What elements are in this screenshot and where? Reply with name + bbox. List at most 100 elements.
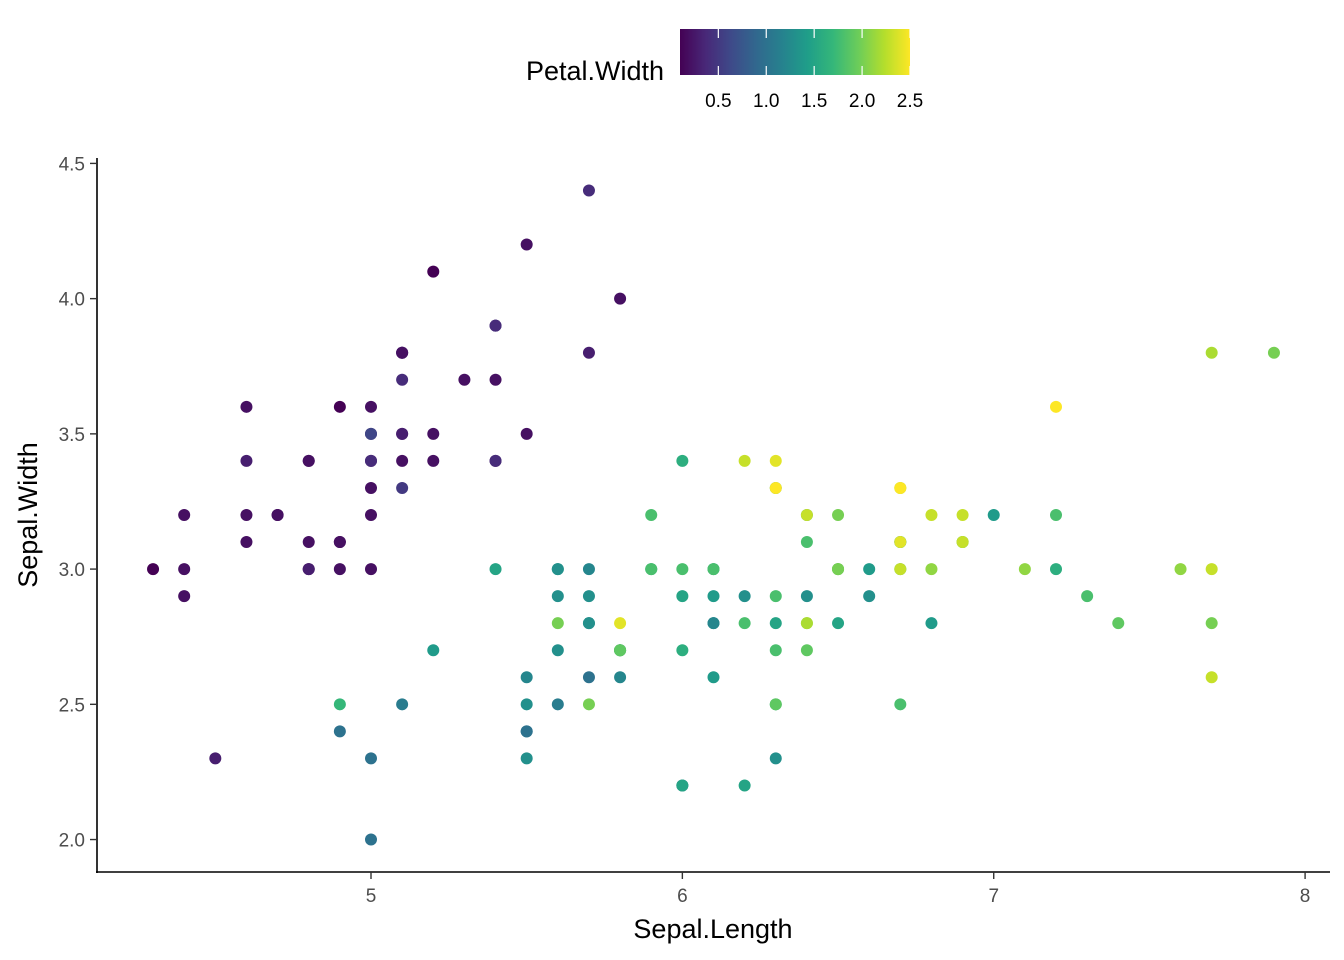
y-axis-ticks: 2.0 2.5 3.0 3.5 4.0 4.5 [59, 154, 97, 852]
data-point [396, 346, 409, 359]
data-point [614, 617, 627, 630]
data-point [863, 563, 876, 576]
data-point [333, 563, 346, 576]
data-point [1205, 563, 1218, 576]
data-point [800, 509, 813, 521]
data-point [769, 698, 782, 711]
y-axis-title: Sepal.Width [13, 442, 43, 588]
data-point [894, 563, 907, 576]
data-point [925, 509, 938, 521]
data-point [396, 427, 409, 440]
data-point [1174, 563, 1187, 576]
data-point [1267, 346, 1280, 359]
data-point [769, 590, 782, 603]
axes: 5 6 7 8 2.0 2.5 3.0 3.5 4.0 4.5 [59, 154, 1330, 907]
data-point [707, 671, 720, 684]
data-point [769, 644, 782, 657]
data-point [333, 698, 346, 711]
data-point [1081, 590, 1094, 603]
data-point [333, 725, 346, 738]
data-point [614, 671, 627, 684]
data-point [1205, 617, 1218, 630]
data-point [365, 400, 377, 413]
data-point [365, 563, 377, 576]
data-point [894, 481, 907, 494]
data-point [551, 698, 564, 711]
data-point [396, 454, 409, 467]
data-point [365, 833, 377, 846]
data-point [209, 752, 222, 765]
data-point [302, 563, 315, 576]
data-point [738, 590, 751, 603]
data-point [178, 563, 191, 576]
data-point [551, 563, 564, 576]
y-tick-label: 4.0 [59, 290, 85, 311]
legend-tick-label: 1.0 [753, 91, 779, 112]
data-point [582, 617, 595, 630]
data-point [1112, 617, 1125, 630]
data-point [458, 373, 471, 386]
data-point [707, 590, 720, 603]
data-point [396, 481, 409, 494]
data-point [365, 481, 377, 494]
data-point [738, 454, 751, 467]
data-point [582, 590, 595, 603]
data-point [365, 509, 377, 521]
data-point [800, 617, 813, 630]
y-tick-label: 4.5 [59, 154, 85, 175]
data-point [863, 590, 876, 603]
data-point [614, 292, 627, 305]
data-point [800, 644, 813, 657]
data-point [582, 671, 595, 684]
data-point [769, 454, 782, 467]
data-point [645, 563, 658, 576]
data-point [365, 427, 377, 440]
data-point [520, 698, 533, 711]
x-tick-label: 8 [1300, 886, 1311, 907]
data-point [738, 617, 751, 630]
y-tick-label: 3.5 [59, 425, 85, 446]
data-point [582, 184, 595, 197]
data-point [676, 779, 689, 792]
data-point [769, 617, 782, 630]
data-point [271, 509, 284, 521]
x-tick-label: 5 [366, 886, 377, 907]
legend-colorbar [680, 29, 910, 75]
data-point [240, 454, 253, 467]
data-point [365, 752, 377, 765]
data-point [769, 752, 782, 765]
legend-ticks: 0.5 1.0 1.5 2.0 2.5 [705, 29, 923, 112]
data-point [489, 563, 502, 576]
data-point [240, 400, 253, 413]
x-axis-title: Sepal.Length [633, 914, 792, 944]
data-point [956, 536, 969, 549]
data-point [832, 563, 845, 576]
x-tick-label: 6 [677, 886, 688, 907]
y-tick-label: 2.0 [59, 831, 85, 852]
data-point [147, 563, 160, 576]
data-point [333, 400, 346, 413]
data-point [738, 779, 751, 792]
data-point [302, 536, 315, 549]
data-point [707, 617, 720, 630]
data-point [396, 698, 409, 711]
data-point [582, 346, 595, 359]
data-point [800, 536, 813, 549]
data-points [147, 184, 1280, 846]
data-point [396, 373, 409, 386]
data-point [1050, 509, 1062, 521]
data-point [427, 427, 440, 440]
data-point [956, 509, 969, 521]
data-point [240, 536, 253, 549]
data-point [987, 509, 1000, 521]
data-point [645, 509, 658, 521]
data-point [520, 671, 533, 684]
data-point [427, 454, 440, 467]
data-point [769, 481, 782, 494]
x-axis-ticks: 5 6 7 8 [366, 872, 1311, 907]
data-point [551, 644, 564, 657]
legend-tick-label: 2.0 [849, 91, 875, 112]
data-point [520, 725, 533, 738]
data-point [894, 536, 907, 549]
